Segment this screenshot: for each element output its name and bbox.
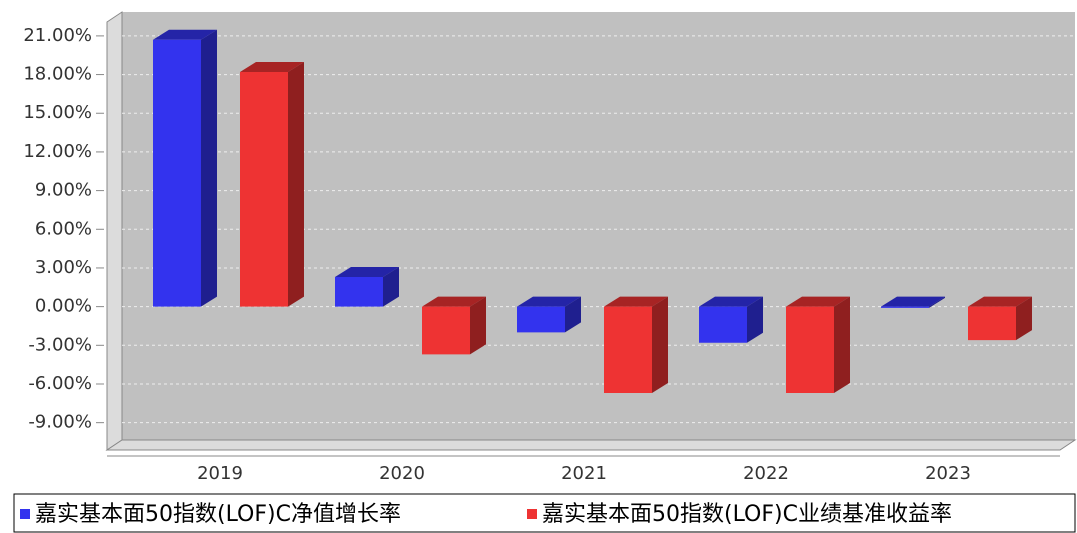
legend-swatch xyxy=(20,509,30,519)
bar-face xyxy=(153,39,201,307)
x-tick-label: 2023 xyxy=(925,463,971,484)
bar-face xyxy=(652,296,668,394)
left-wall xyxy=(106,11,123,451)
bar xyxy=(153,29,217,307)
bar-face xyxy=(881,306,929,308)
bar xyxy=(881,296,945,308)
bar-face xyxy=(786,296,850,307)
bar xyxy=(699,296,763,343)
bar xyxy=(422,296,486,355)
bar-face xyxy=(747,296,763,343)
bar-face xyxy=(153,29,217,40)
y-tick-label: -6.00% xyxy=(28,373,92,394)
bar xyxy=(240,61,304,307)
legend-label: 嘉实基本面50指数(LOF)C业绩基准收益率 xyxy=(542,502,952,527)
y-tick-label: 18.00% xyxy=(23,64,92,85)
bar xyxy=(517,296,581,333)
y-tick-label: 0.00% xyxy=(35,296,92,317)
bar-face xyxy=(422,296,486,307)
x-tick-label: 2020 xyxy=(379,463,425,484)
bar-face xyxy=(968,306,1016,341)
y-tick-label: 6.00% xyxy=(35,218,92,239)
legend xyxy=(13,493,1076,533)
x-tick-label: 2021 xyxy=(561,463,607,484)
bar-face xyxy=(517,306,565,333)
x-tick-label: 2022 xyxy=(743,463,789,484)
bar-face xyxy=(929,296,945,308)
y-tick-label: 15.00% xyxy=(23,102,92,123)
bar-face xyxy=(604,306,652,394)
floor xyxy=(105,439,1077,451)
x-tick-label: 2019 xyxy=(197,463,243,484)
bar-face xyxy=(968,296,1032,307)
bar-face xyxy=(288,61,304,307)
bar-face xyxy=(699,296,763,307)
bar xyxy=(968,296,1032,341)
bar xyxy=(335,266,399,307)
bar xyxy=(604,296,668,394)
y-tick-label: -9.00% xyxy=(28,412,92,433)
bar-face xyxy=(604,296,668,307)
y-tick-label: -3.00% xyxy=(28,334,92,355)
bar-face xyxy=(699,306,747,343)
legend-label: 嘉实基本面50指数(LOF)C净值增长率 xyxy=(35,502,401,527)
bar-face xyxy=(240,71,288,307)
bar-face xyxy=(786,306,834,394)
bar-face xyxy=(565,296,581,333)
legend-swatch xyxy=(527,509,537,519)
bar-face xyxy=(834,296,850,394)
bar-face xyxy=(240,61,304,72)
bar-face xyxy=(383,266,399,307)
bar-face xyxy=(201,29,217,307)
bar xyxy=(786,296,850,394)
bar-face xyxy=(470,296,486,355)
y-tick-label: 3.00% xyxy=(35,257,92,278)
bar-face xyxy=(1016,296,1032,341)
bar-face xyxy=(422,306,470,355)
y-tick-label: 9.00% xyxy=(35,180,92,201)
bar-face xyxy=(335,266,399,277)
bar-face xyxy=(881,296,945,307)
y-tick-label: 21.00% xyxy=(23,25,92,46)
bar-face xyxy=(517,296,581,307)
y-tick-label: 12.00% xyxy=(23,141,92,162)
bar-face xyxy=(335,276,383,307)
